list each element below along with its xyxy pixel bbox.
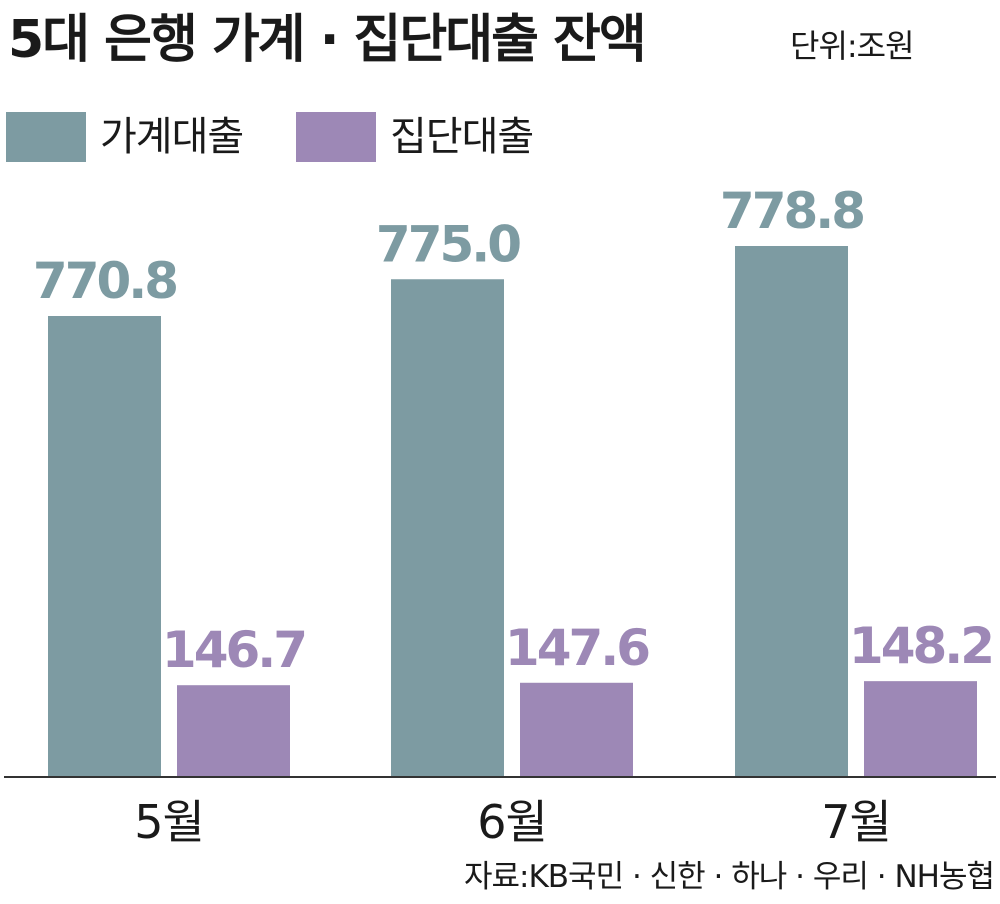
value-label-household-2: 778.8 [720, 182, 863, 240]
value-label-household-1: 775.0 [376, 215, 520, 273]
bar-group-2 [864, 681, 977, 777]
legend-item-group: 집단대출 [296, 112, 534, 162]
legend-label-group: 집단대출 [390, 114, 534, 160]
bar-household-0 [48, 316, 161, 777]
value-label-household-0: 770.8 [33, 252, 176, 310]
unit-label: 단위:조원 [790, 27, 915, 65]
value-label-group-0: 146.7 [162, 621, 305, 679]
bar-group-1 [520, 682, 633, 777]
value-label-group-1: 147.6 [505, 619, 649, 677]
bar-household-1 [391, 279, 504, 777]
bar-household-2 [735, 246, 848, 777]
value-label-group-2: 148.2 [849, 617, 992, 675]
chart-title: 5대 은행 가계 · 집단대출 잔액 [8, 10, 647, 70]
legend-item-household: 가계대출 [6, 112, 244, 162]
category-label-2: 7월 [821, 795, 891, 849]
source-note: 자료:KB국민 · 신한 · 하나 · 우리 · NH농협 [463, 859, 995, 895]
legend-label-household: 가계대출 [100, 114, 244, 160]
legend-swatch-group [296, 112, 376, 162]
category-label-1: 6월 [477, 795, 547, 849]
legend-swatch-household [6, 112, 86, 162]
category-label-0: 5월 [134, 795, 204, 849]
bar-group-0 [177, 685, 290, 777]
